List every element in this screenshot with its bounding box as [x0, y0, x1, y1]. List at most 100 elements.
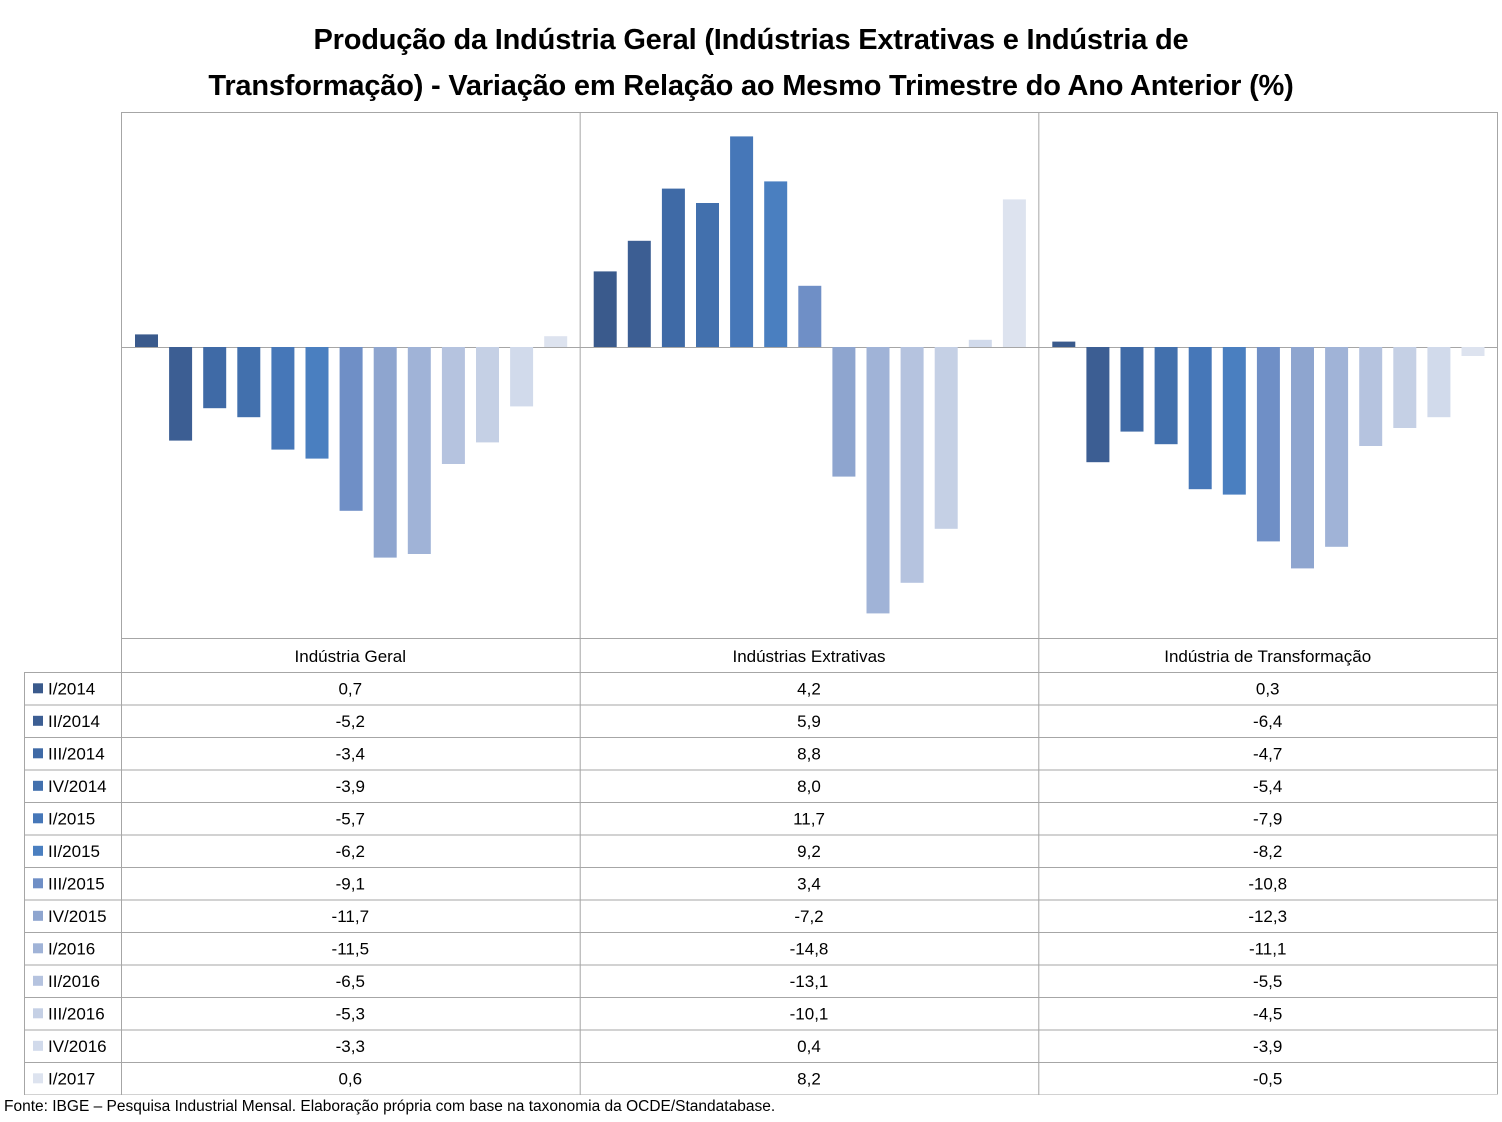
bar-I/2015-Indústria de Transformação: [1188, 347, 1212, 490]
bar-I/2014-Indústrias Extrativas: [593, 271, 617, 347]
bar-IV/2016-Indústria de Transformação: [1427, 347, 1451, 418]
bar-I/2016-Indústrias Extrativas: [866, 347, 890, 614]
chart-title-line-2: Transformação) - Variação em Relação ao …: [0, 68, 1502, 104]
legend-swatch-IV/2016: [33, 1040, 43, 1051]
legend-swatch-I/2014: [33, 683, 43, 694]
bar-II/2015-Indústria Geral: [305, 347, 329, 459]
category-label: Indústrias Extrativas: [732, 647, 885, 666]
bar-I/2017-Indústria Geral: [544, 336, 568, 347]
data-label: -5,3: [336, 1004, 365, 1023]
legend-swatch-III/2016: [33, 1008, 43, 1019]
source-note: Fonte: IBGE – Pesquisa Industrial Mensal…: [4, 1098, 776, 1115]
data-label: -5,4: [1253, 777, 1282, 796]
chart-title-line-1: Produção da Indústria Geral (Indústrias …: [313, 24, 1189, 56]
data-label: -8,2: [1253, 842, 1282, 861]
bar-IV/2014-Indústria de Transformação: [1154, 347, 1178, 445]
data-label: -3,4: [336, 744, 365, 763]
bar-III/2016-Indústria de Transformação: [1393, 347, 1417, 428]
data-label: -4,7: [1253, 744, 1282, 763]
category-label: Indústria de Transformação: [1164, 647, 1371, 666]
bar-II/2014-Indústria de Transformação: [1086, 347, 1110, 463]
bar-III/2014-Indústrias Extrativas: [661, 188, 685, 347]
data-label: 9,2: [797, 842, 821, 861]
data-label: -13,1: [790, 972, 829, 991]
legend-label: III/2016: [48, 1004, 105, 1023]
bar-chart-with-data-table: Indústria Geral Indústrias Extrativas Indú…: [24, 112, 1498, 1095]
data-label: 0,3: [1256, 679, 1280, 698]
legend-label: I/2016: [48, 939, 95, 958]
legend-swatch-II/2014: [33, 715, 43, 726]
bar-IV/2014-Indústria Geral: [237, 347, 261, 418]
legend-label: I/2017: [48, 1069, 95, 1088]
bar-IV/2015-Indústria de Transformação: [1291, 347, 1314, 569]
bar-II/2014-Indústrias Extrativas: [627, 240, 651, 347]
legend-label: IV/2016: [48, 1037, 107, 1056]
data-label: -6,4: [1253, 712, 1282, 731]
data-label: -7,9: [1253, 809, 1282, 828]
bar-III/2015-Indústria de Transformação: [1256, 347, 1280, 542]
bar-II/2014-Indústria Geral: [169, 347, 193, 441]
data-label: 4,2: [797, 679, 821, 698]
legend-label: III/2015: [48, 874, 105, 893]
legend-swatch-I/2015: [33, 813, 43, 824]
data-label: -5,7: [336, 809, 365, 828]
legend-swatch-II/2016: [33, 975, 43, 986]
bar-II/2016-Indústria de Transformação: [1359, 347, 1383, 446]
data-label: -3,3: [336, 1037, 365, 1056]
bar-I/2014-Indústria de Transformação: [1052, 341, 1076, 347]
data-label: -11,1: [1249, 939, 1287, 958]
legend-swatch-IV/2015: [33, 910, 43, 921]
legend-label: II/2014: [48, 712, 100, 731]
legend-swatch-III/2014: [33, 748, 43, 759]
legend-label: I/2014: [48, 679, 95, 698]
data-label: -11,5: [332, 939, 370, 958]
legend-swatch-I/2017: [33, 1073, 43, 1084]
bar-IV/2016-Indústrias Extrativas: [968, 339, 992, 347]
bar-IV/2014-Indústrias Extrativas: [696, 203, 719, 347]
data-label: -14,8: [790, 939, 829, 958]
data-label: -7,2: [794, 907, 823, 926]
data-label: 0,7: [338, 679, 362, 698]
data-label: 8,0: [797, 777, 821, 796]
data-label: 11,7: [793, 809, 825, 828]
data-label: 0,6: [338, 1069, 362, 1088]
bar-IV/2016-Indústria Geral: [510, 347, 534, 407]
legend-swatch-III/2015: [33, 878, 43, 889]
legend-label: I/2015: [48, 809, 95, 828]
bar-II/2015-Indústria de Transformação: [1222, 347, 1246, 495]
data-label: -6,5: [336, 972, 365, 991]
chart-title-line-2-rest: - Variação em Relação ao Mesmo Trimestre…: [431, 70, 1294, 102]
data-label: -0,5: [1253, 1069, 1282, 1088]
data-label: -6,2: [336, 842, 365, 861]
data-label: -5,2: [336, 712, 365, 731]
bar-II/2015-Indústrias Extrativas: [764, 181, 788, 347]
bar-I/2016-Indústria de Transformação: [1325, 347, 1349, 547]
bar-I/2015-Indústria Geral: [271, 347, 295, 450]
legend-swatch-IV/2014: [33, 780, 43, 791]
legend-label: II/2016: [48, 972, 100, 991]
bar-IV/2015-Indústrias Extrativas: [832, 347, 856, 477]
legend-swatch-I/2016: [33, 943, 43, 954]
legend-label: III/2014: [48, 744, 105, 763]
bar-I/2016-Indústria Geral: [407, 347, 431, 554]
bar-III/2016-Indústrias Extrativas: [934, 347, 958, 529]
bar-III/2015-Indústria Geral: [339, 347, 363, 511]
bar-III/2015-Indústrias Extrativas: [798, 285, 822, 347]
data-label: -3,9: [336, 777, 365, 796]
bar-I/2017-Indústria de Transformação: [1461, 347, 1485, 356]
bar-IV/2015-Indústria Geral: [373, 347, 397, 558]
data-label: 3,4: [797, 874, 821, 893]
bar-I/2017-Indústrias Extrativas: [1002, 199, 1026, 347]
bar-II/2016-Indústrias Extrativas: [900, 347, 924, 583]
bar-I/2015-Indústrias Extrativas: [730, 136, 754, 347]
legend-label: IV/2014: [48, 777, 107, 796]
bar-III/2016-Indústria Geral: [476, 347, 499, 443]
data-label: -11,7: [332, 907, 370, 926]
data-label: 8,8: [797, 744, 821, 763]
data-label: -4,5: [1253, 1004, 1282, 1023]
data-label: -5,5: [1253, 972, 1282, 991]
bars-group: [135, 136, 1485, 614]
legend-label: IV/2015: [48, 907, 107, 926]
chart-title-line-2-bold: Transformação): [208, 70, 424, 102]
data-label: 5,9: [797, 712, 821, 731]
